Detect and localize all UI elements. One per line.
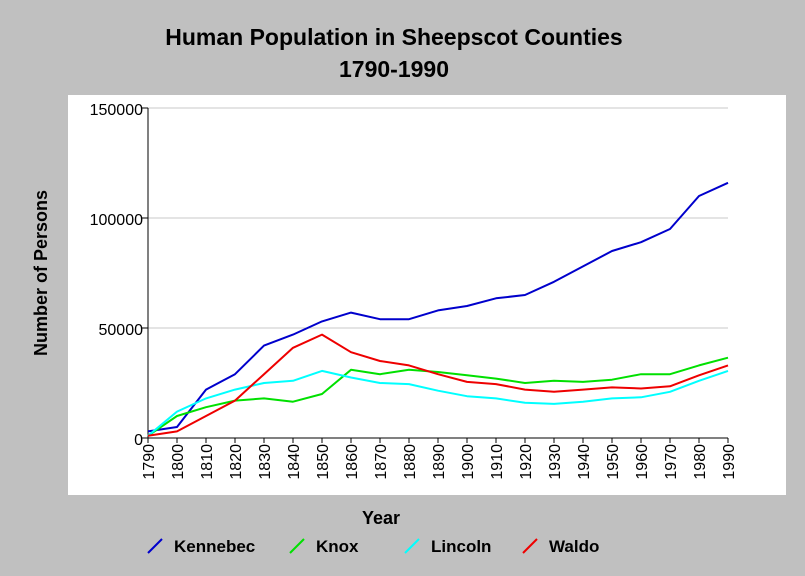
legend-swatch-kennebec: [147, 538, 163, 554]
series-lines: [147, 181, 729, 437]
x-tick-label: 1790: [141, 444, 158, 480]
y-tick-label: 50000: [99, 322, 144, 339]
x-tick-label: 1880: [402, 444, 419, 480]
x-tick-label: 1820: [228, 444, 245, 480]
x-tick-label: 1860: [344, 444, 361, 480]
x-tick-label: 1890: [431, 444, 448, 480]
x-tick-label: 1830: [257, 444, 274, 480]
y-tick-label: 100000: [90, 212, 143, 229]
series-line-lincoln: [147, 369, 729, 437]
chart-title: Human Population in Sheepscot Counties: [165, 24, 622, 50]
y-axis-label: Number of Persons: [31, 190, 51, 356]
x-tick-label: 1840: [286, 444, 303, 480]
legend: Kennebec Knox Lincoln Waldo: [147, 537, 599, 556]
x-tick-label: 1900: [460, 444, 477, 480]
series-line-kennebec: [147, 181, 729, 433]
x-tick-label: 1970: [663, 444, 680, 480]
grid: [148, 107, 728, 329]
x-tick-label: 1800: [170, 444, 187, 480]
legend-label-knox: Knox: [316, 537, 359, 556]
plot-area: [68, 95, 786, 495]
x-tick-label: 1850: [315, 444, 332, 480]
y-tick-label: 150000: [90, 102, 143, 119]
x-tick-label: 1950: [605, 444, 622, 480]
series-line-waldo: [147, 333, 729, 437]
x-tick-label: 1810: [199, 444, 216, 480]
x-axis-label: Year: [362, 508, 400, 528]
legend-label-waldo: Waldo: [549, 537, 599, 556]
y-tick-labels: 0 50000 100000 150000: [90, 102, 143, 449]
x-tick-label: 1930: [547, 444, 564, 480]
x-tick-label: 1870: [373, 444, 390, 480]
legend-swatch-waldo: [522, 538, 538, 554]
y-tick-label: 0: [134, 432, 143, 449]
axes: [142, 107, 729, 443]
x-tick-label: 1940: [576, 444, 593, 480]
x-tick-labels: 1790 1800 1810 1820 1830 1840 1850 1860 1870 1880…: [141, 444, 738, 480]
x-tick-label: 1980: [692, 444, 709, 480]
legend-swatch-knox: [289, 538, 305, 554]
x-tick-label: 1920: [518, 444, 535, 480]
x-tick-label: 1910: [489, 444, 506, 480]
legend-label-kennebec: Kennebec: [174, 537, 255, 556]
series-line-knox: [147, 356, 729, 437]
legend-swatch-lincoln: [404, 538, 420, 554]
legend-label-lincoln: Lincoln: [431, 537, 491, 556]
x-tick-label: 1960: [634, 444, 651, 480]
chart-subtitle: 1790-1990: [339, 56, 449, 82]
x-tick-label: 1990: [721, 444, 738, 480]
